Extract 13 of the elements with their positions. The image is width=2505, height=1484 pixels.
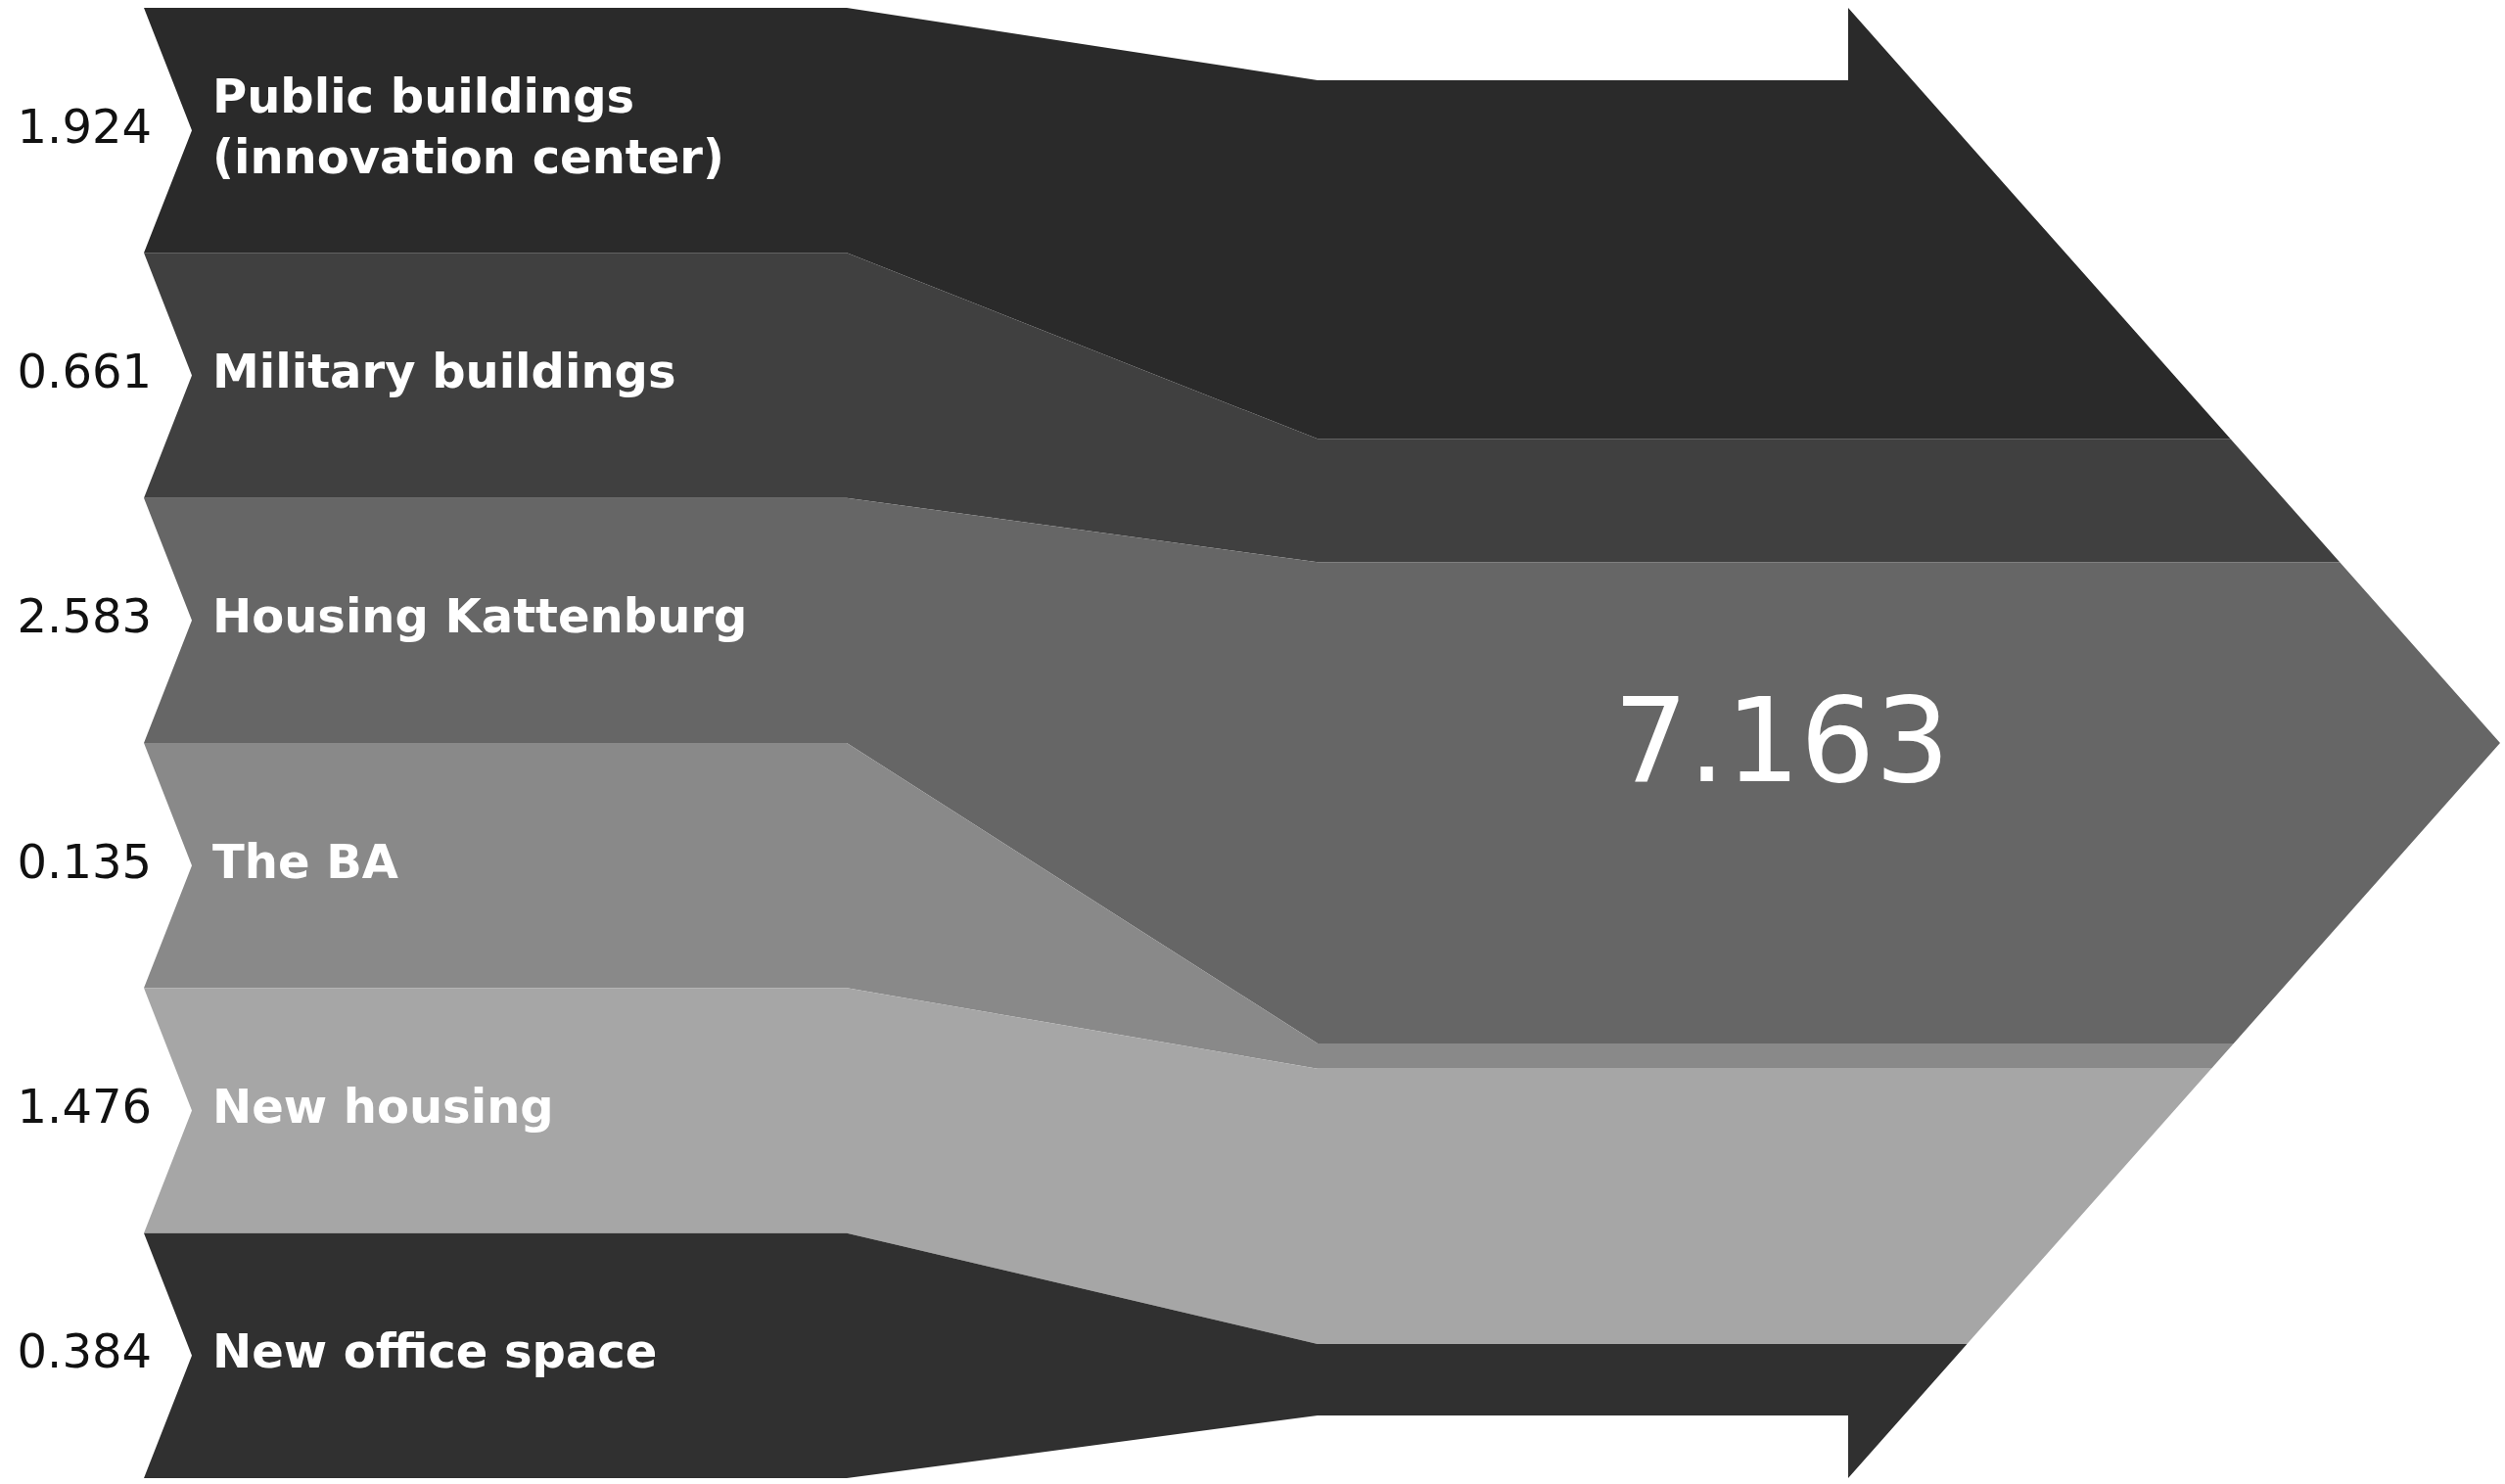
- data-label: 2.583: [17, 588, 152, 644]
- text: 7.163: [1613, 672, 1950, 810]
- data-label: 0.384: [17, 1323, 152, 1379]
- data-label: 1.924: [17, 98, 152, 154]
- category-label: Military buildings: [212, 343, 676, 398]
- category-label: New office space: [212, 1323, 658, 1379]
- data-label: 0.135: [17, 833, 152, 889]
- category-label: Public buildings (innovation center): [212, 68, 724, 184]
- category-label: New housing: [212, 1078, 554, 1134]
- category-label: The BA: [212, 833, 398, 889]
- category-label: Housing Kattenburg: [212, 588, 748, 644]
- data-label: 0.661: [17, 343, 152, 398]
- data-label: 1.476: [17, 1078, 152, 1134]
